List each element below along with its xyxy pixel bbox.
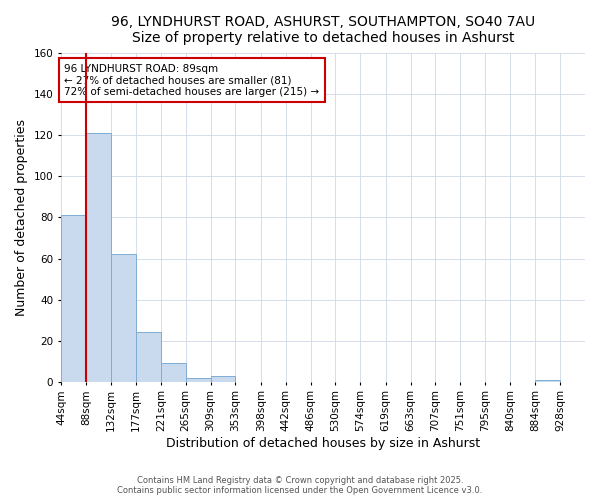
Bar (61, 216, 86, 382)
Bar (535, 380, 560, 382)
X-axis label: Distribution of detached houses by size in Ashurst: Distribution of detached houses by size … (166, 437, 480, 450)
Bar (136, 332, 161, 382)
Bar (161, 363, 186, 382)
Title: 96, LYNDHURST ROAD, ASHURST, SOUTHAMPTON, SO40 7AU
Size of property relative to : 96, LYNDHURST ROAD, ASHURST, SOUTHAMPTON… (111, 15, 535, 45)
Bar (110, 254, 136, 382)
Bar (211, 376, 235, 382)
Text: Contains HM Land Registry data © Crown copyright and database right 2025.
Contai: Contains HM Land Registry data © Crown c… (118, 476, 482, 495)
Text: 96 LYNDHURST ROAD: 89sqm
← 27% of detached houses are smaller (81)
72% of semi-d: 96 LYNDHURST ROAD: 89sqm ← 27% of detach… (64, 64, 319, 97)
Y-axis label: Number of detached properties: Number of detached properties (15, 119, 28, 316)
Bar (86, 134, 110, 382)
Bar (186, 378, 211, 382)
